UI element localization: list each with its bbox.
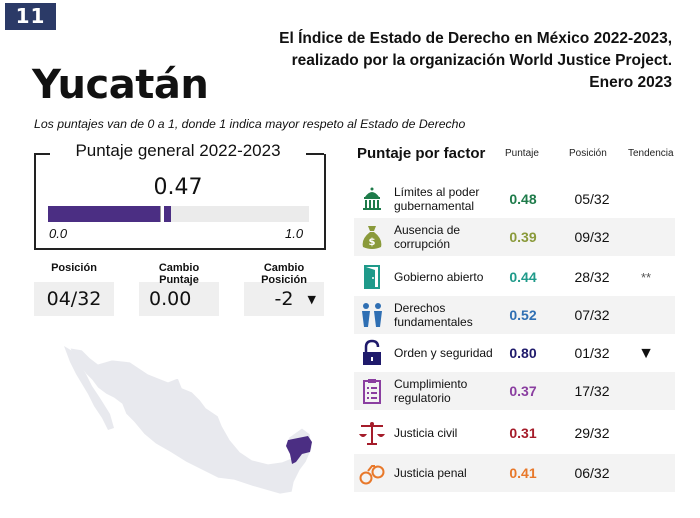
factor-trend <box>626 454 666 492</box>
factor-position: 17/32 <box>574 383 610 399</box>
factor-label: Gobierno abierto <box>394 270 484 284</box>
mexico-outline <box>69 347 313 495</box>
factor-position: 07/32 <box>574 307 610 323</box>
factor-label: Derechos fundamentales <box>394 301 473 329</box>
report-date: Enero 2023 <box>589 74 672 91</box>
door-icon <box>358 263 386 291</box>
factors-title: Puntaje por factor <box>357 145 486 162</box>
stat-position: Posición 04/32 <box>34 262 114 316</box>
report-title: El Índice de Estado de Derecho en México… <box>279 28 672 94</box>
stat-value: 04/32 <box>34 282 114 316</box>
factor-position: 05/32 <box>574 191 610 207</box>
general-score-value: 0.47 <box>153 175 203 200</box>
factor-score: 0.39 <box>509 229 537 245</box>
capitol-icon <box>358 185 386 213</box>
factor-row: Justicia penal 0.41 06/32 <box>354 454 675 492</box>
factor-position: 28/32 <box>574 269 610 285</box>
clipboard-icon <box>358 377 386 405</box>
general-score-title: Puntaje general 2022-2023 <box>75 141 281 160</box>
factor-score: 0.41 <box>509 465 537 481</box>
stat-position-change: Cambio Posición -2 ▼ <box>244 262 324 316</box>
people-icon <box>358 301 386 329</box>
scale-min-label: 0.0 <box>49 226 68 241</box>
factor-score: 0.52 <box>509 307 537 323</box>
factor-label: Límites al poder gubernamental <box>394 185 480 213</box>
factor-row: Justicia civil 0.31 29/32 <box>354 414 675 452</box>
factor-row: Orden y seguridad 0.80 01/32 ▼ <box>354 334 675 372</box>
factor-trend <box>626 296 666 334</box>
factor-row: $ Ausencia de corrupción 0.39 09/32 <box>354 218 675 256</box>
padlock-icon <box>358 339 386 367</box>
factor-label: Justicia penal <box>394 466 467 480</box>
stat-value-box: -2 ▼ <box>244 282 324 316</box>
factor-row: Límites al poder gubernamental 0.48 05/32 <box>354 180 675 218</box>
baja-california <box>64 346 114 430</box>
svg-text:$: $ <box>369 237 376 248</box>
stat-label: Cambio Posición <box>261 262 307 286</box>
factor-label: Orden y seguridad <box>394 346 493 360</box>
factor-row: Derechos fundamentales 0.52 07/32 <box>354 296 675 334</box>
scale-note: Los puntajes van de 0 a 1, donde 1 indic… <box>34 117 466 131</box>
factor-position: 01/32 <box>574 345 610 361</box>
state-yucatan <box>286 436 312 464</box>
factor-position: 29/32 <box>574 425 610 441</box>
factor-position: 09/32 <box>574 229 610 245</box>
general-score-bar <box>48 206 309 222</box>
factor-score: 0.44 <box>509 269 537 285</box>
state-name: Yucatán <box>32 62 209 108</box>
factor-label: Cumplimiento regulatorio <box>394 377 468 405</box>
factor-row: Cumplimiento regulatorio 0.37 17/32 <box>354 372 675 410</box>
mexico-map <box>64 346 313 495</box>
general-score-panel <box>34 154 326 250</box>
stat-label: Cambio Puntaje <box>158 262 200 286</box>
report-line-2: realizado por la organización World Just… <box>291 52 672 69</box>
factor-trend <box>626 180 666 218</box>
factor-score: 0.31 <box>509 425 537 441</box>
report-line-1: El Índice de Estado de Derecho en México… <box>279 30 672 47</box>
factor-score: 0.37 <box>509 383 537 399</box>
stat-value: 0.00 <box>139 282 219 316</box>
handcuffs-icon <box>358 459 386 487</box>
factor-label: Ausencia de corrupción <box>394 223 461 251</box>
scales-icon <box>358 419 386 447</box>
stat-label: Posición <box>51 262 97 274</box>
column-header-trend: Tendencia <box>628 148 674 159</box>
previous-score-marker <box>160 206 165 222</box>
factor-label: Justicia civil <box>394 426 458 440</box>
factor-trend: ** <box>640 270 652 285</box>
scale-max-label: 1.0 <box>285 226 304 241</box>
factor-score: 0.80 <box>509 345 537 361</box>
factor-trend <box>626 218 666 256</box>
factor-score: 0.48 <box>509 191 537 207</box>
score-bar-fill <box>48 206 171 222</box>
factor-trend <box>626 372 666 410</box>
page-number-badge: 11 <box>5 3 56 30</box>
stat-score-change: Cambio Puntaje 0.00 <box>139 262 219 316</box>
panel-border-left <box>34 153 50 155</box>
money-bag-icon: $ <box>358 223 386 251</box>
down-triangle-icon: ▼ <box>638 345 654 362</box>
column-header-position: Posición <box>569 148 607 159</box>
stat-value: -2 <box>274 288 294 310</box>
panel-border-right <box>306 153 324 155</box>
column-header-score: Puntaje <box>505 148 539 159</box>
factor-row: Gobierno abierto 0.44 28/32 ** <box>354 258 675 296</box>
factor-position: 06/32 <box>574 465 610 481</box>
factor-trend <box>626 414 666 452</box>
down-triangle-icon: ▼ <box>307 293 316 306</box>
